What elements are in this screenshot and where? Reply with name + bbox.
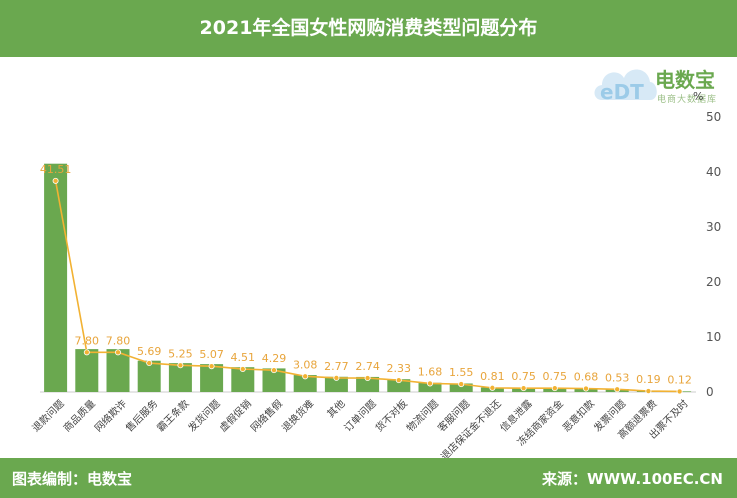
category-label: 商品质量: [60, 397, 97, 434]
trend-point: [676, 388, 683, 395]
y-unit-label: %: [693, 90, 704, 103]
y-tick-label: 50: [706, 110, 721, 124]
footer: 图表编制：电数宝 来源：WWW.100EC.CN: [0, 458, 737, 498]
data-label: 5.07: [199, 348, 224, 361]
data-label: 0.19: [636, 373, 661, 386]
y-tick-label: 30: [706, 220, 721, 234]
data-label: 0.12: [667, 373, 692, 386]
category-label: 网络欺诈: [92, 397, 129, 434]
category-label: 霸王条款: [154, 397, 191, 434]
trend-point: [583, 385, 590, 392]
category-label: 网络售假: [248, 397, 285, 434]
trend-point: [208, 363, 215, 370]
trend-point: [115, 349, 122, 356]
trend-point: [458, 381, 465, 388]
trend-point: [239, 366, 246, 373]
category-label: 退换货难: [279, 397, 316, 434]
bar: [449, 383, 473, 392]
trend-point: [333, 374, 340, 381]
data-label: 0.53: [605, 371, 630, 384]
bar: [356, 376, 380, 392]
bar: [75, 349, 99, 392]
trend-point: [364, 375, 371, 382]
bar: [137, 360, 161, 392]
data-label: 0.68: [574, 371, 599, 384]
bar: [44, 163, 68, 392]
bar: [387, 379, 411, 392]
data-label: 2.77: [324, 360, 349, 373]
trend-point: [146, 360, 153, 367]
data-label: 1.68: [418, 365, 443, 378]
category-label: 虚假促销: [216, 397, 253, 434]
logo-name: 电数宝: [655, 68, 715, 92]
page-title: 2021年全国女性网购消费类型问题分布: [0, 0, 737, 57]
trend-point: [395, 377, 402, 384]
trend-point: [270, 367, 277, 374]
trend-point: [520, 385, 527, 392]
trend-point: [177, 362, 184, 369]
y-tick-label: 10: [706, 330, 721, 344]
category-label: 售后服务: [123, 397, 160, 434]
trend-point: [614, 386, 621, 393]
data-label: 0.81: [480, 370, 505, 383]
bar: [168, 363, 192, 392]
trend-point: [489, 384, 496, 391]
y-tick-label: 0: [706, 385, 714, 399]
category-label: 退款问题: [29, 397, 66, 434]
bar-line-chart: 0 10 20 30 40 50 41.51 7.80 7.80 5.69 5.25 5.07 4.5…: [29, 110, 721, 458]
trend-point: [83, 349, 90, 356]
trend-point: [645, 388, 652, 395]
category-label: 发货问题: [185, 397, 222, 434]
trend-point: [52, 177, 59, 184]
bar: [293, 375, 317, 392]
data-label: 1.55: [449, 366, 474, 379]
data-label: 2.74: [355, 360, 380, 373]
category-label: 恶意扣款: [560, 397, 597, 434]
data-label: 7.80: [106, 334, 131, 347]
data-label: 2.33: [387, 362, 412, 375]
bar: [200, 364, 224, 392]
data-label: 5.69: [137, 345, 162, 358]
trend-dots: [52, 177, 683, 395]
trend-point: [551, 385, 558, 392]
bars: [44, 163, 692, 392]
trend-point: [426, 380, 433, 387]
data-label: 41.51: [40, 163, 72, 176]
trend-point: [302, 373, 309, 380]
category-label: 订单问题: [341, 397, 378, 434]
bar: [418, 382, 442, 392]
data-label: 0.75: [543, 370, 568, 383]
category-label: 货不对板: [372, 397, 409, 434]
y-tick-label: 40: [706, 165, 721, 179]
data-labels: 41.51 7.80 7.80 5.69 5.25 5.07 4.51 4.29 3.08 2.7…: [40, 163, 692, 387]
logo-subtitle: 电商大数据库: [657, 95, 718, 105]
y-tick-label: 20: [706, 275, 721, 289]
data-label: 3.08: [293, 358, 318, 371]
data-label: 0.75: [511, 370, 536, 383]
category-label: 其他: [324, 397, 347, 420]
y-axis-ticks: 0 10 20 30 40 50: [706, 110, 721, 399]
data-label: 4.51: [231, 351, 256, 364]
bar: [324, 376, 348, 392]
data-label: 7.80: [75, 334, 100, 347]
logo-mark: eDT: [600, 80, 644, 104]
data-label: 5.25: [168, 347, 193, 360]
bar: [262, 368, 286, 392]
footer-source: 来源：WWW.100EC.CN: [542, 470, 723, 488]
footer-credit: 图表编制：电数宝: [12, 470, 133, 488]
category-label: 物流问题: [404, 397, 441, 434]
bar: [231, 367, 255, 392]
data-label: 4.29: [262, 352, 287, 365]
cloud-logo-icon: eDT: [594, 69, 657, 104]
bar: [106, 349, 130, 392]
